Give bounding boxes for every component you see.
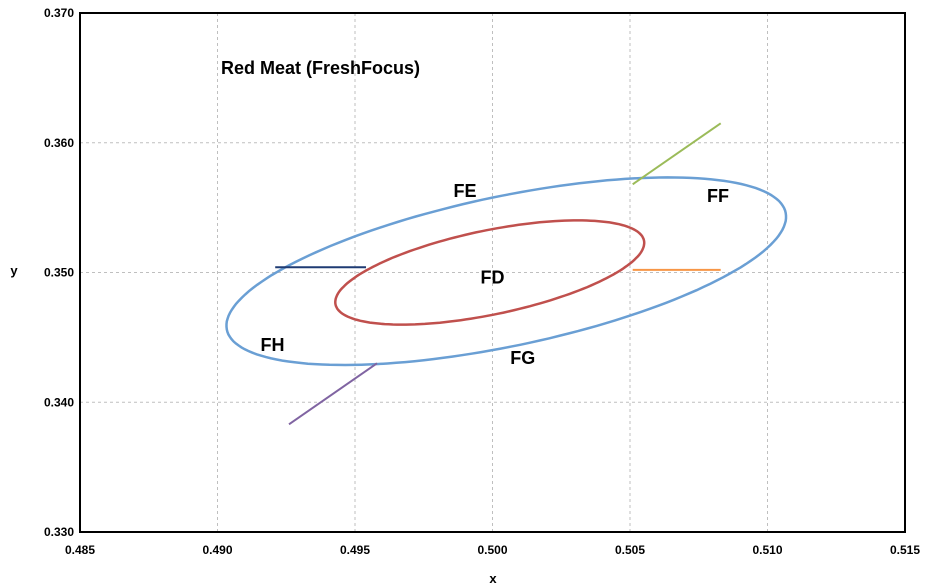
inner-ellipse <box>334 219 646 326</box>
x-tick-label: 0.515 <box>890 543 920 557</box>
x-tick-label: 0.510 <box>752 543 782 557</box>
x-tick-label: 0.490 <box>202 543 232 557</box>
region-label-fd: FD <box>481 268 505 288</box>
x-axis-title: x <box>489 571 497 586</box>
region-label-fg: FG <box>510 348 535 368</box>
y-axis-title: y <box>10 263 18 278</box>
x-tick-label: 0.500 <box>477 543 507 557</box>
tick-labels: 0.485 0.490 0.495 0.500 0.505 0.510 0.515 0.330… <box>44 6 920 557</box>
region-label-fh: FH <box>261 335 285 355</box>
chart-title: Red Meat (FreshFocus) <box>221 58 420 78</box>
divider-line <box>288 362 378 426</box>
y-tick-label: 0.360 <box>44 136 74 150</box>
y-tick-label: 0.350 <box>44 266 74 280</box>
region-label-ff: FF <box>707 186 729 206</box>
y-tick-label: 0.330 <box>44 525 74 539</box>
outer-ellipse <box>225 176 788 367</box>
gridlines <box>80 13 905 532</box>
x-tick-label: 0.505 <box>615 543 645 557</box>
x-tick-label: 0.495 <box>340 543 370 557</box>
plot-area-frame <box>79 12 906 533</box>
y-tick-label: 0.340 <box>44 395 74 409</box>
x-tick-label: 0.485 <box>65 543 95 557</box>
divider-line <box>632 122 722 186</box>
series-layer <box>225 122 788 426</box>
region-label-fe: FE <box>453 181 476 201</box>
region-labels: FE FF FD FH FG <box>261 181 730 368</box>
y-tick-label: 0.370 <box>44 6 74 20</box>
